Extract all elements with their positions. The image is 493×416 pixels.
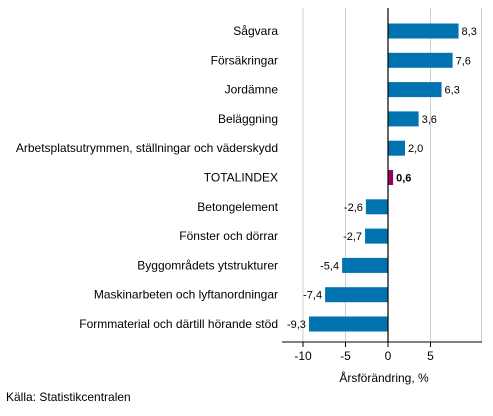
value-label: 0,6 bbox=[396, 173, 411, 185]
value-label: -9,3 bbox=[287, 319, 306, 331]
source-note: Källa: Statistikcentralen bbox=[6, 390, 131, 404]
category-label: Jordämne bbox=[225, 83, 279, 97]
value-label: -7,4 bbox=[303, 290, 322, 302]
value-label: 3,6 bbox=[422, 114, 437, 126]
bar bbox=[325, 287, 388, 303]
category-label: Formmaterial och därtill hörande stöd bbox=[79, 317, 278, 331]
value-labels: 8,3 7,6 6,3 3,6 2,0 0,6 -2,6 -2,7 -5,4 -7,4 -9,3 bbox=[287, 26, 477, 331]
x-axis-title: Årsförändring, % bbox=[339, 370, 429, 385]
bar bbox=[388, 111, 419, 127]
bar bbox=[388, 82, 442, 98]
category-labels: Sågvara Försäkringar Jordämne Beläggning Arb… bbox=[16, 24, 279, 331]
category-label: Arbetsplatsutrymmen, ställningar och väd… bbox=[16, 141, 278, 155]
bar bbox=[365, 228, 388, 244]
bar bbox=[388, 140, 405, 156]
category-label: Försäkringar bbox=[211, 53, 278, 67]
category-label: Fönster och dörrar bbox=[179, 229, 278, 243]
bar bbox=[308, 316, 388, 332]
category-label: Beläggning bbox=[218, 112, 278, 126]
bars bbox=[308, 23, 459, 332]
x-tick-label: -5 bbox=[340, 349, 351, 363]
bar bbox=[342, 257, 388, 273]
category-label: TOTALINDEX bbox=[204, 171, 278, 185]
category-label: Maskinarbeten och lyftanordningar bbox=[94, 288, 278, 302]
category-label: Betongelement bbox=[197, 200, 278, 214]
axes bbox=[282, 8, 482, 343]
value-label: -2,6 bbox=[344, 202, 363, 214]
x-tick-label: 0 bbox=[385, 349, 392, 363]
value-label: 2,0 bbox=[408, 143, 423, 155]
bar bbox=[365, 199, 388, 215]
value-label: 6,3 bbox=[445, 85, 460, 97]
value-label: 8,3 bbox=[462, 26, 477, 38]
category-label: Sågvara bbox=[233, 24, 278, 38]
value-label: -5,4 bbox=[320, 260, 339, 272]
value-label: 7,6 bbox=[456, 55, 471, 67]
x-tick-label: -10 bbox=[294, 349, 312, 363]
bar bbox=[388, 23, 459, 39]
bar bbox=[388, 170, 394, 185]
category-label: Byggområdets ytstrukturer bbox=[137, 258, 278, 272]
x-tick-labels: -10 -5 0 5 bbox=[294, 342, 434, 363]
bar bbox=[388, 52, 453, 68]
x-tick-label: 5 bbox=[427, 349, 434, 363]
value-label: -2,7 bbox=[343, 231, 362, 243]
